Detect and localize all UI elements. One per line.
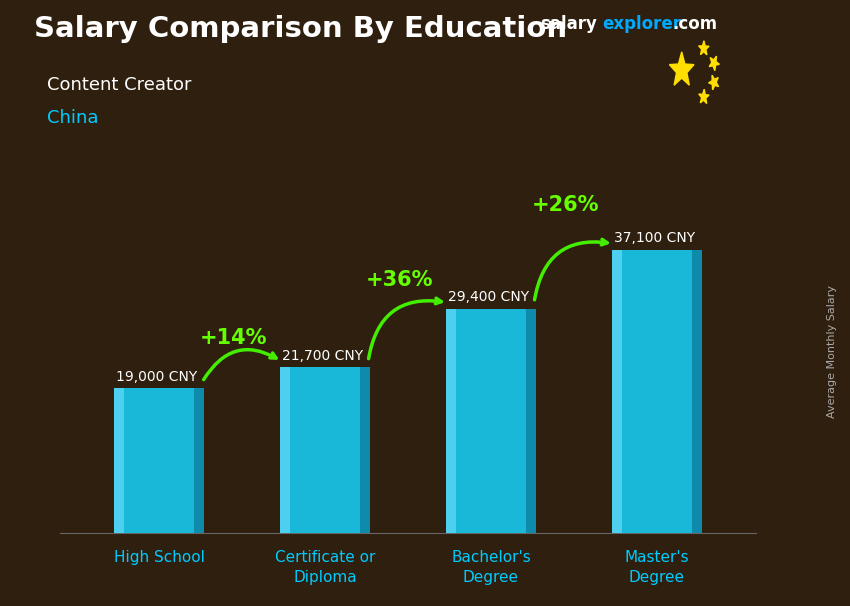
Text: 29,400 CNY: 29,400 CNY (448, 290, 529, 304)
Polygon shape (699, 89, 709, 104)
Bar (456, 308, 526, 533)
Text: Salary Comparison By Education: Salary Comparison By Education (34, 15, 567, 43)
Text: 21,700 CNY: 21,700 CNY (282, 349, 363, 363)
Polygon shape (709, 75, 718, 90)
Polygon shape (114, 388, 124, 533)
Polygon shape (194, 388, 204, 533)
Text: .com: .com (672, 15, 717, 33)
Polygon shape (670, 52, 694, 85)
Text: Content Creator: Content Creator (47, 76, 191, 94)
Text: 37,100 CNY: 37,100 CNY (614, 231, 695, 245)
Text: +14%: +14% (200, 328, 268, 348)
Bar (124, 388, 194, 533)
Polygon shape (360, 367, 370, 533)
Text: China: China (47, 109, 99, 127)
Polygon shape (692, 250, 702, 533)
Polygon shape (709, 56, 719, 71)
Polygon shape (699, 41, 709, 55)
Bar (290, 367, 360, 533)
Text: Average Monthly Salary: Average Monthly Salary (827, 285, 837, 418)
Text: +26%: +26% (532, 195, 599, 215)
Text: explorer: explorer (602, 15, 681, 33)
Text: salary: salary (540, 15, 597, 33)
Polygon shape (526, 308, 536, 533)
Polygon shape (446, 308, 456, 533)
Polygon shape (280, 367, 290, 533)
Bar (622, 250, 692, 533)
Text: +36%: +36% (366, 270, 434, 290)
Polygon shape (612, 250, 622, 533)
Text: 19,000 CNY: 19,000 CNY (116, 370, 197, 384)
